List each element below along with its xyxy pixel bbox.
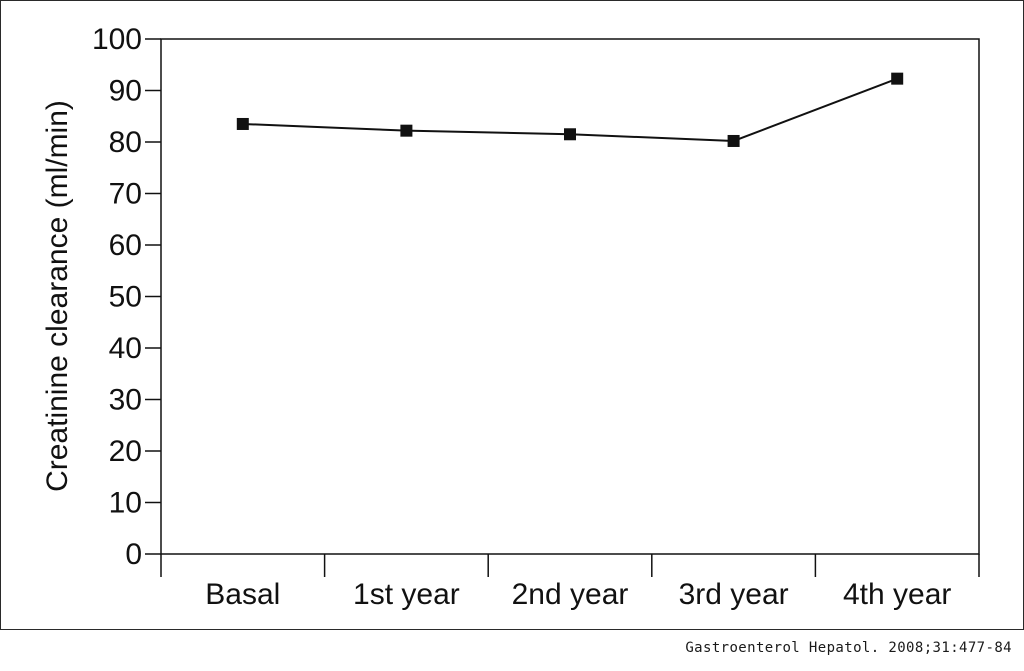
y-tick-label: 10 xyxy=(109,487,142,520)
x-axis: Basal 1st year 2nd year 3rd year 4th year xyxy=(160,554,980,611)
y-tick-label: 20 xyxy=(109,435,142,468)
y-tick-label: 50 xyxy=(109,281,142,314)
data-point-marker xyxy=(400,124,413,137)
data-point-marker xyxy=(891,72,904,85)
y-axis-title: Creatinine clearance (ml/min) xyxy=(41,100,74,492)
y-tick-label: 100 xyxy=(92,23,142,56)
y-tick-label: 90 xyxy=(109,75,142,108)
data-point-marker xyxy=(236,117,249,130)
x-tick-label: 4th year xyxy=(843,578,951,611)
x-tick-label: 3rd year xyxy=(679,578,789,611)
y-tick-label: 40 xyxy=(109,332,142,365)
line-chart: 0 10 20 30 40 50 60 70 80 90 100 Basal 1st year 2nd … xyxy=(41,23,980,611)
citation: Gastroenterol Hepatol. 2008;31:477-84 xyxy=(685,640,1012,656)
x-tick-label: Basal xyxy=(205,578,280,611)
x-tick-label: 2nd year xyxy=(512,578,629,611)
y-tick-label: 30 xyxy=(109,384,142,417)
y-tick-label: 70 xyxy=(109,178,142,211)
plot-area xyxy=(160,38,980,555)
x-tick-label: 1st year xyxy=(353,578,460,611)
chart-frame: 0 10 20 30 40 50 60 70 80 90 100 Basal 1st year 2nd … xyxy=(0,0,1024,630)
y-tick-label: 60 xyxy=(109,229,142,262)
y-axis: 0 10 20 30 40 50 60 70 80 90 100 xyxy=(92,23,161,571)
y-tick-label: 80 xyxy=(109,126,142,159)
y-tick-label: 0 xyxy=(125,538,142,571)
data-point-marker xyxy=(564,128,576,141)
series-layer xyxy=(236,72,904,147)
data-point-marker xyxy=(727,134,740,147)
